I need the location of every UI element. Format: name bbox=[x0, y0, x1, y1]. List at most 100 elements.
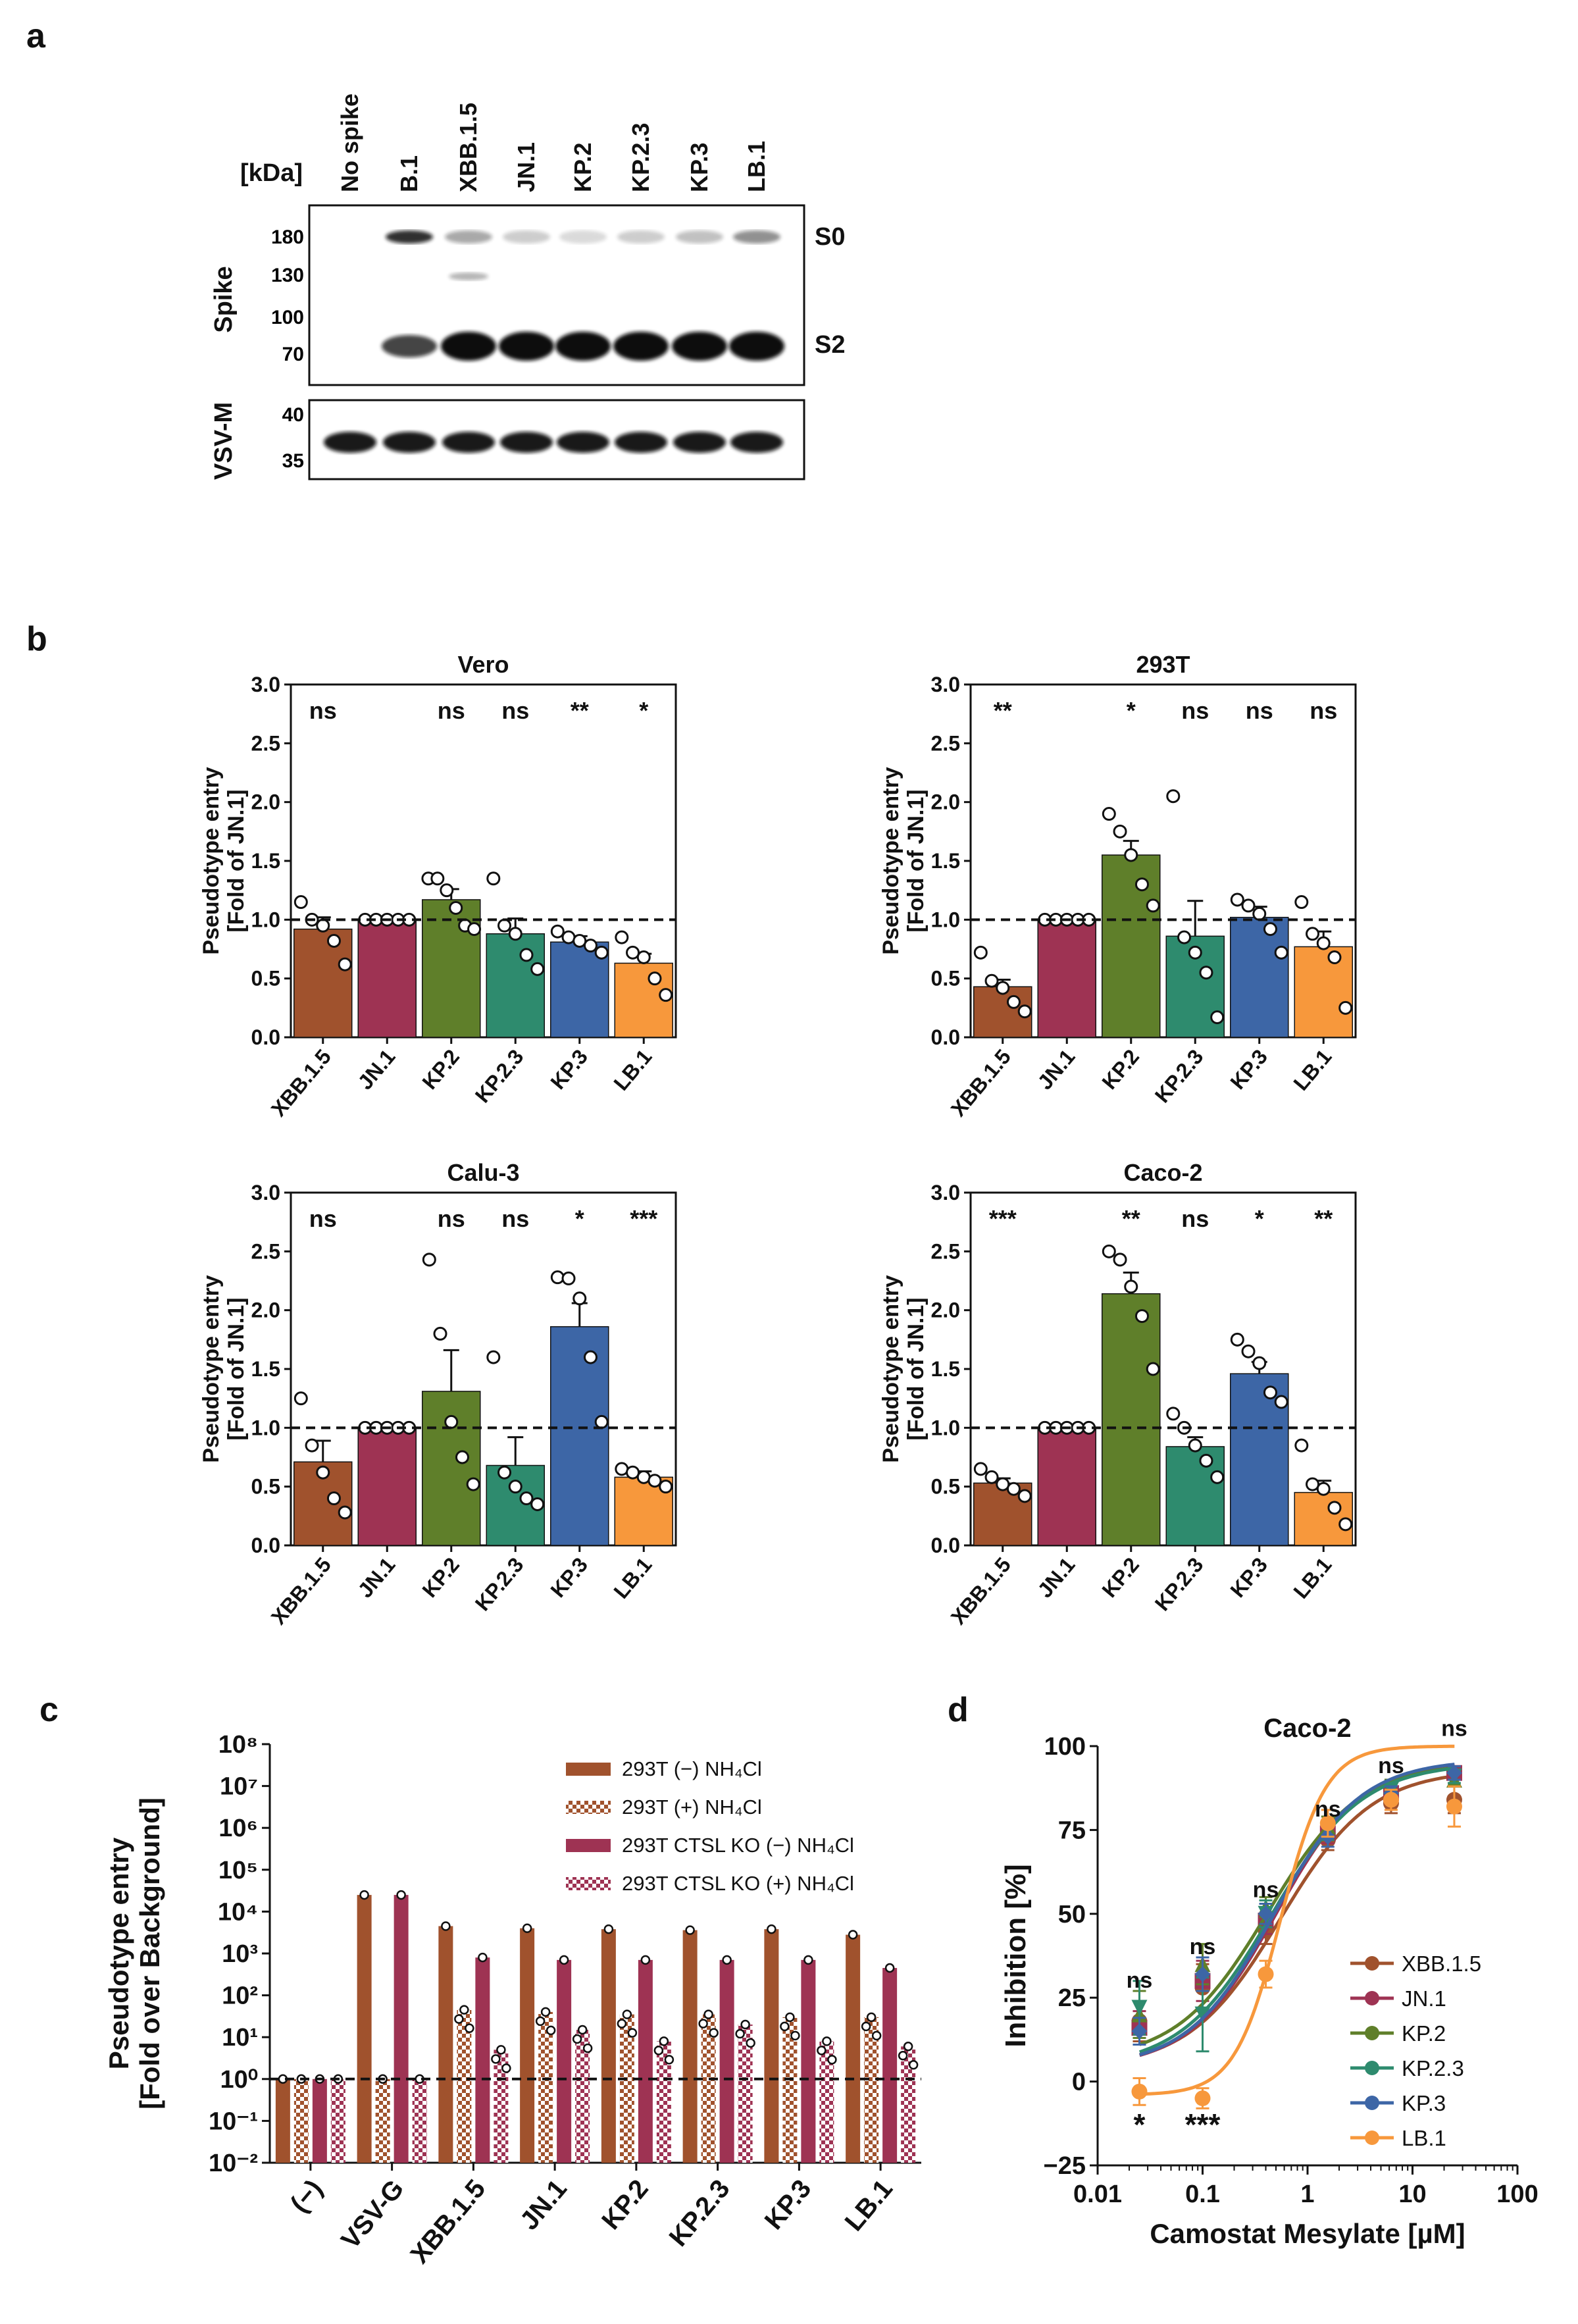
y-tick-label: 1.0 bbox=[251, 1416, 280, 1439]
y-tick-label: 1.5 bbox=[251, 849, 280, 873]
y-tick-label: 0.0 bbox=[931, 1025, 960, 1049]
legend-label-kp-2-3: KP.2.3 bbox=[1402, 2056, 1464, 2080]
data-point-kp-2 bbox=[430, 871, 445, 886]
data-point-kp-2 bbox=[1113, 824, 1127, 839]
data-point-xbb-1-5 bbox=[973, 1462, 988, 1476]
x-tick-label-kp-3: KP.3 bbox=[546, 1553, 592, 1601]
data-point bbox=[535, 2016, 546, 2027]
x-tick-label-kp-2: KP.2 bbox=[417, 1045, 464, 1093]
data-point-lb-1 bbox=[648, 1474, 662, 1488]
x-tick-label-lb-1: LB.1 bbox=[1288, 1553, 1336, 1603]
data-point-xbb-1-5 bbox=[1006, 1482, 1021, 1496]
y-tick-label: 3.0 bbox=[931, 1181, 960, 1204]
x-tick-label: 10 bbox=[1398, 2181, 1426, 2208]
data-point-kp-3 bbox=[1274, 945, 1288, 960]
x-tick-label-kp-2: KP.2 bbox=[1097, 1553, 1144, 1601]
data-point-kp-3 bbox=[1241, 1344, 1256, 1358]
bar-neg-series-1 bbox=[293, 2079, 309, 2163]
lane-label-lb-1: LB.1 bbox=[743, 141, 770, 192]
chart-title: 293T bbox=[1136, 651, 1190, 678]
data-point-lb-1 bbox=[1258, 1966, 1274, 1982]
data-point bbox=[817, 2046, 827, 2055]
data-point bbox=[559, 1955, 569, 1965]
bar-neg-series-3 bbox=[330, 2079, 345, 2163]
y-tick-label: 0.5 bbox=[931, 1475, 960, 1499]
lane-labels: No spike B.1 XBB.1.5 JN.1 KP.2 KP.2.3 KP.3 LB.1 bbox=[336, 93, 770, 192]
y-tick-label: 75 bbox=[1058, 1817, 1086, 1844]
x-tick-label: 0.01 bbox=[1073, 2181, 1122, 2208]
data-point-kp-2 bbox=[1146, 898, 1160, 913]
x-tick-label: 0.1 bbox=[1185, 2181, 1220, 2208]
band-vsvm-lane-4 bbox=[557, 432, 609, 453]
data-point-kp-3 bbox=[583, 939, 598, 953]
panel-d: d Caco-2 −25 0 25 50 75 100 0.01 0.1 1 10 100 Camost… bbox=[948, 1691, 1539, 2249]
data-point bbox=[441, 1921, 451, 1931]
data-point bbox=[767, 1924, 776, 1934]
y-tick-label: 2.5 bbox=[931, 1239, 960, 1263]
significance-label: *** bbox=[989, 1205, 1017, 1232]
y-tick-label: 1.0 bbox=[931, 1416, 960, 1439]
data-point-lb-1 bbox=[1383, 1792, 1399, 1808]
data-point-kp-2-3 bbox=[530, 1497, 545, 1511]
data-point bbox=[698, 2019, 708, 2028]
bar-lb-1-series-2 bbox=[882, 1968, 898, 2163]
y-tick-label: 25 bbox=[1058, 1984, 1086, 2012]
x-tick-label-vsv-g: VSV-G bbox=[336, 2175, 409, 2255]
significance-label: ns bbox=[1127, 1968, 1153, 1993]
bar-kp-2-3 bbox=[1165, 1446, 1225, 1546]
data-point-kp-2 bbox=[1124, 848, 1138, 862]
data-point-kp-3 bbox=[1263, 922, 1277, 937]
data-point-lb-1 bbox=[1338, 1517, 1353, 1532]
bar-kp-2-series-2 bbox=[638, 1959, 653, 2163]
data-point-kp-3 bbox=[1230, 892, 1244, 907]
significance-label: ** bbox=[1122, 1205, 1140, 1232]
fit-curve-kp-3 bbox=[1139, 1763, 1455, 2057]
x-tick-label-jn-1: JN.1 bbox=[353, 1553, 400, 1602]
data-point bbox=[908, 2060, 919, 2070]
y-tick-label: 50 bbox=[1058, 1901, 1086, 1928]
significance-label: ns bbox=[309, 1205, 337, 1232]
bar-kp-2-series-0 bbox=[601, 1929, 616, 2163]
bar-jn-1 bbox=[357, 919, 417, 1038]
data-point-kp-2-3 bbox=[1131, 2000, 1148, 2016]
data-point-kp-2-3 bbox=[1210, 1010, 1225, 1025]
data-point-kp-2 bbox=[1102, 1244, 1116, 1258]
data-point-lb-1 bbox=[636, 950, 651, 965]
band-vsvm-lane-2 bbox=[442, 432, 495, 453]
spike-blot bbox=[308, 204, 805, 386]
data-point bbox=[861, 2021, 871, 2032]
data-point bbox=[582, 2043, 593, 2053]
data-point bbox=[803, 1955, 813, 1965]
significance-label: ns bbox=[501, 1205, 529, 1232]
significance-label: ns bbox=[1181, 1205, 1209, 1232]
log-bar-chart: 10⁻² 10⁻¹ 10⁰ 10¹ 10² 10³ 10⁴ 10⁵ 10⁶ 10⁷ 10⁸ (−) VS… bbox=[103, 1731, 921, 2269]
data-point-kp-3 bbox=[1194, 1966, 1211, 1982]
bar-kp-2-series-3 bbox=[656, 2041, 671, 2163]
bar-xbb-1-5-series-1 bbox=[457, 2009, 472, 2163]
data-point-kp-2-3 bbox=[497, 918, 512, 933]
legend: XBB.1.5 JN.1 KP.2 KP.2.3 KP.3 LB.1 bbox=[1350, 1951, 1481, 2150]
marker-100: 100 bbox=[271, 307, 304, 328]
significance-label: ns bbox=[1190, 1934, 1216, 1959]
bar-xbb-1-5-series-0 bbox=[438, 1926, 453, 2163]
data-point bbox=[664, 2055, 674, 2065]
data-point-kp-2-3 bbox=[1188, 1438, 1202, 1453]
significance-label: ns bbox=[1246, 697, 1273, 724]
data-point-xbb-1-5 bbox=[996, 981, 1010, 995]
significance-label: ns bbox=[1378, 1753, 1404, 1778]
y-axis-label: Inhibition [%] bbox=[1000, 1864, 1032, 2048]
data-point-lb-1 bbox=[659, 1480, 673, 1494]
vsvm-markers: 40 35 bbox=[282, 404, 304, 472]
data-point-xbb-1-5 bbox=[1017, 1489, 1032, 1503]
marker-40: 40 bbox=[282, 404, 304, 426]
data-point-kp-3 bbox=[561, 1271, 576, 1285]
y-tick-label: 10² bbox=[222, 1982, 258, 2010]
data-point-kp-2 bbox=[1102, 807, 1116, 821]
x-tick-label-xbb-1-5: XBB.1.5 bbox=[946, 1553, 1015, 1629]
y-axis-label-line1: Pseudotype entry bbox=[878, 1275, 904, 1462]
data-point-kp-3 bbox=[573, 933, 587, 948]
marker-70: 70 bbox=[282, 344, 304, 365]
x-tick-label-xbb-1-5: XBB.1.5 bbox=[267, 1553, 336, 1629]
data-point bbox=[465, 2023, 474, 2033]
data-point-lb-1 bbox=[1327, 1501, 1342, 1515]
